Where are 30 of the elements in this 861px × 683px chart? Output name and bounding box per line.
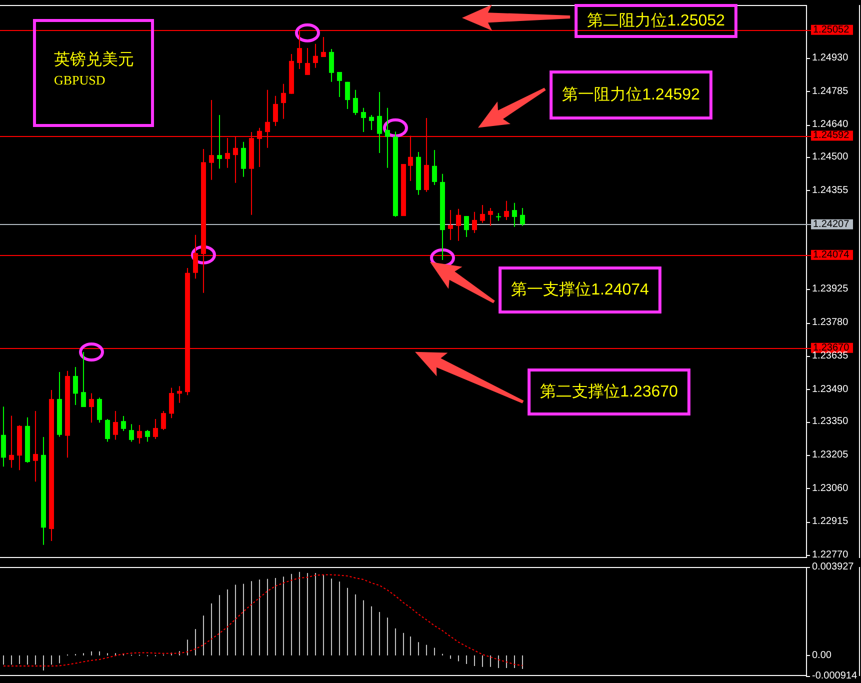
- y-tick-label: 1.23490: [812, 384, 849, 395]
- y-tick-label: 0.003927: [812, 562, 854, 572]
- annotation: 第一支撑位1.24074: [511, 280, 650, 298]
- annotation: 第一阻力位1.24592: [562, 86, 700, 104]
- ref-line-label: 1.24074: [813, 249, 850, 260]
- ref-line-label: 1.25052: [813, 24, 850, 36]
- ref-label: 1.24074: [806, 249, 853, 260]
- y-tick-label: 1.24785: [812, 86, 849, 97]
- annotation: 第二阻力位1.25052: [587, 12, 726, 30]
- ref-label: 1.25052: [806, 24, 853, 36]
- ref-label: 1.24592: [806, 130, 853, 142]
- ref-label: 1.24207: [806, 218, 853, 230]
- text: 英镑兑美元: [54, 50, 134, 68]
- y-tick-label: -0.000914: [812, 670, 858, 682]
- y-tick-label: 1.22915: [812, 516, 849, 528]
- y-tick-label: 1.23060: [812, 482, 849, 494]
- y-tick-label: 1.24500: [812, 151, 849, 162]
- y-tick-label: 1.22770: [812, 550, 849, 561]
- ref-line-label: 1.24207: [813, 218, 850, 230]
- text: GBPUSD: [54, 72, 106, 88]
- annotation: 第二支撑位1.23670: [540, 382, 678, 400]
- y-tick-label: 1.24640: [812, 119, 849, 130]
- y-tick-label: 1.23925: [812, 284, 849, 295]
- y-tick-label: 1.24930: [812, 52, 849, 64]
- y-tick-label: 1.23350: [812, 416, 849, 428]
- y-tick-label: 0.00: [812, 650, 832, 661]
- ref-line-label: 1.24592: [813, 130, 850, 142]
- y-tick-label: 1.24355: [812, 184, 849, 196]
- y-tick-label: 1.23780: [812, 317, 849, 328]
- y-tick-label: 1.23205: [812, 449, 849, 460]
